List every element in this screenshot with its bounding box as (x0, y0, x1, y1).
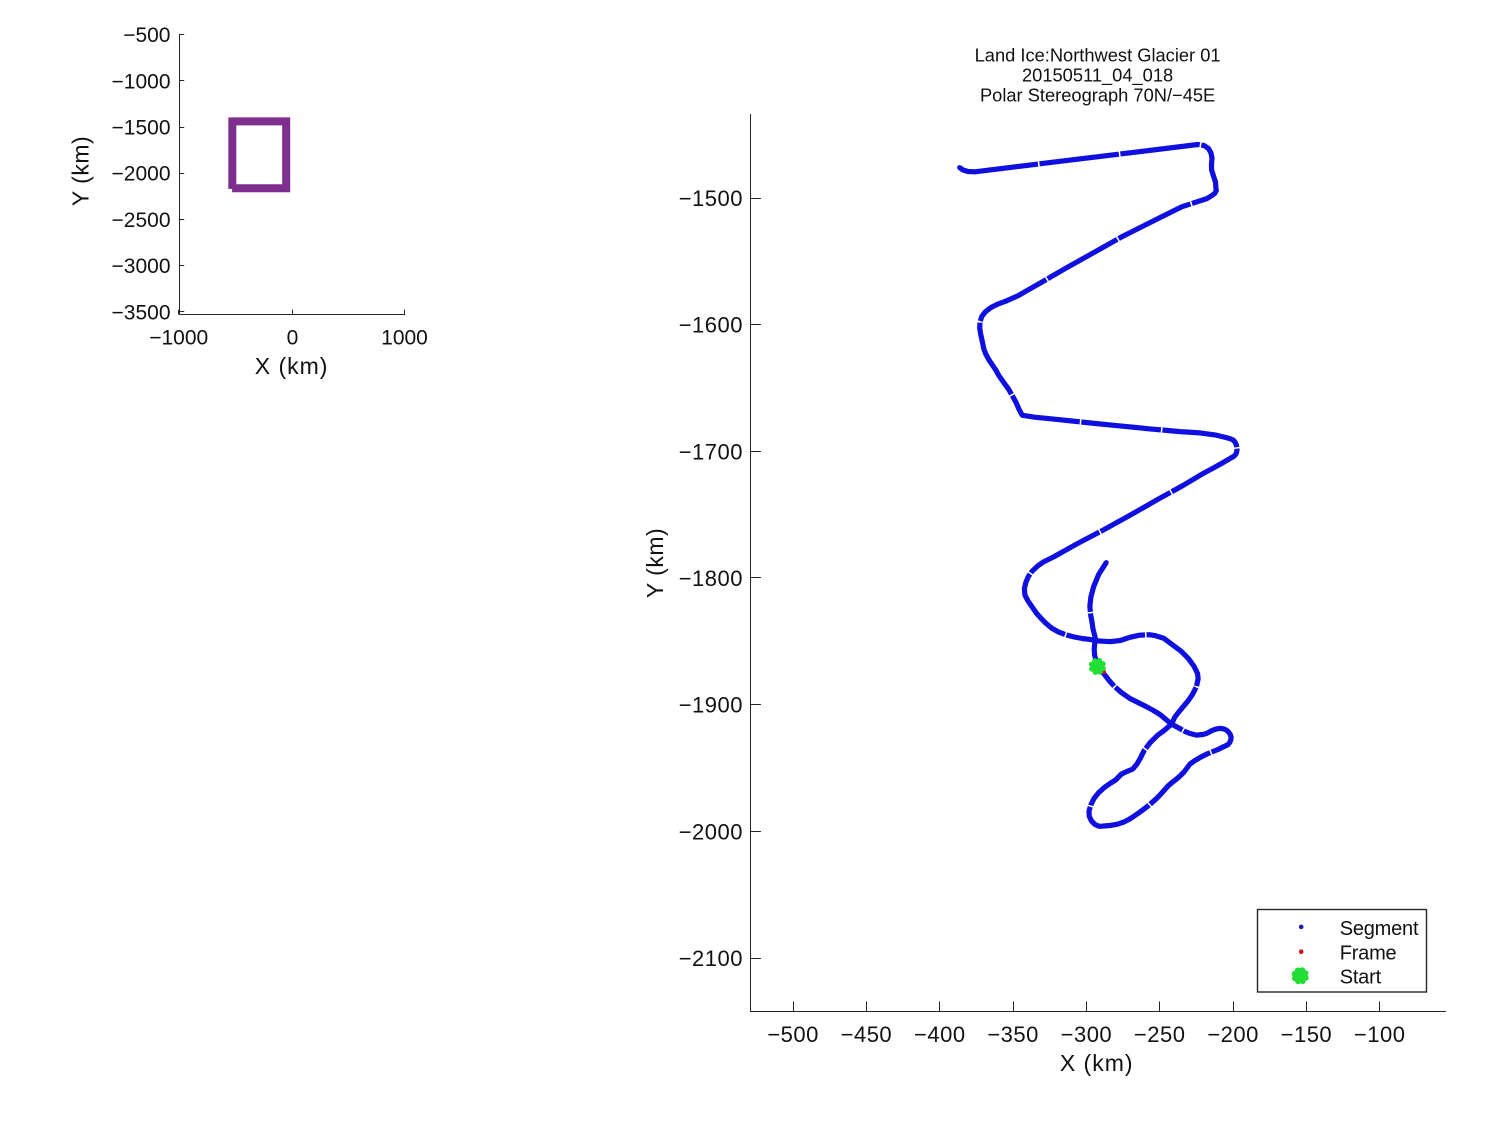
svg-text:−3500: −3500 (112, 301, 171, 324)
svg-text:−100: −100 (1354, 1022, 1406, 1047)
svg-text:X (km): X (km) (255, 353, 329, 379)
svg-text:−1600: −1600 (679, 313, 743, 338)
svg-text:X (km): X (km) (1060, 1050, 1134, 1076)
svg-text:−200: −200 (1207, 1022, 1259, 1047)
svg-text:−400: −400 (914, 1022, 966, 1047)
svg-text:Y (km): Y (km) (642, 528, 668, 598)
svg-text:−3000: −3000 (112, 255, 171, 278)
svg-text:−1900: −1900 (679, 693, 743, 718)
svg-text:−1000: −1000 (112, 70, 171, 93)
svg-text:20150511_04_018: 20150511_04_018 (1022, 64, 1173, 86)
svg-text:−500: −500 (767, 1022, 819, 1047)
svg-text:−2000: −2000 (679, 819, 743, 844)
svg-text:0: 0 (287, 327, 299, 350)
svg-text:Segment: Segment (1340, 918, 1419, 940)
svg-text:Frame: Frame (1340, 942, 1397, 964)
svg-text:Land Ice:Northwest Glacier 01: Land Ice:Northwest Glacier 01 (975, 45, 1221, 66)
svg-text:−1500: −1500 (679, 186, 743, 211)
svg-text:−500: −500 (123, 24, 170, 47)
svg-text:−2100: −2100 (679, 946, 743, 971)
svg-text:−300: −300 (1061, 1022, 1113, 1047)
svg-text:−1800: −1800 (679, 566, 743, 591)
svg-text:−450: −450 (841, 1022, 893, 1047)
svg-text:−1500: −1500 (112, 117, 171, 140)
svg-text:−1000: −1000 (149, 327, 208, 350)
svg-text:−250: −250 (1134, 1022, 1186, 1047)
svg-text:1000: 1000 (381, 327, 428, 350)
svg-text:Y (km): Y (km) (68, 136, 94, 206)
svg-text:−2000: −2000 (112, 163, 171, 186)
svg-text:Start: Start (1340, 967, 1382, 989)
svg-text:−350: −350 (987, 1022, 1039, 1047)
svg-text:−1700: −1700 (679, 439, 743, 464)
svg-text:Polar Stereograph 70N/−45E: Polar Stereograph 70N/−45E (980, 85, 1215, 106)
svg-text:−2500: −2500 (112, 209, 171, 232)
svg-text:−150: −150 (1281, 1022, 1333, 1047)
